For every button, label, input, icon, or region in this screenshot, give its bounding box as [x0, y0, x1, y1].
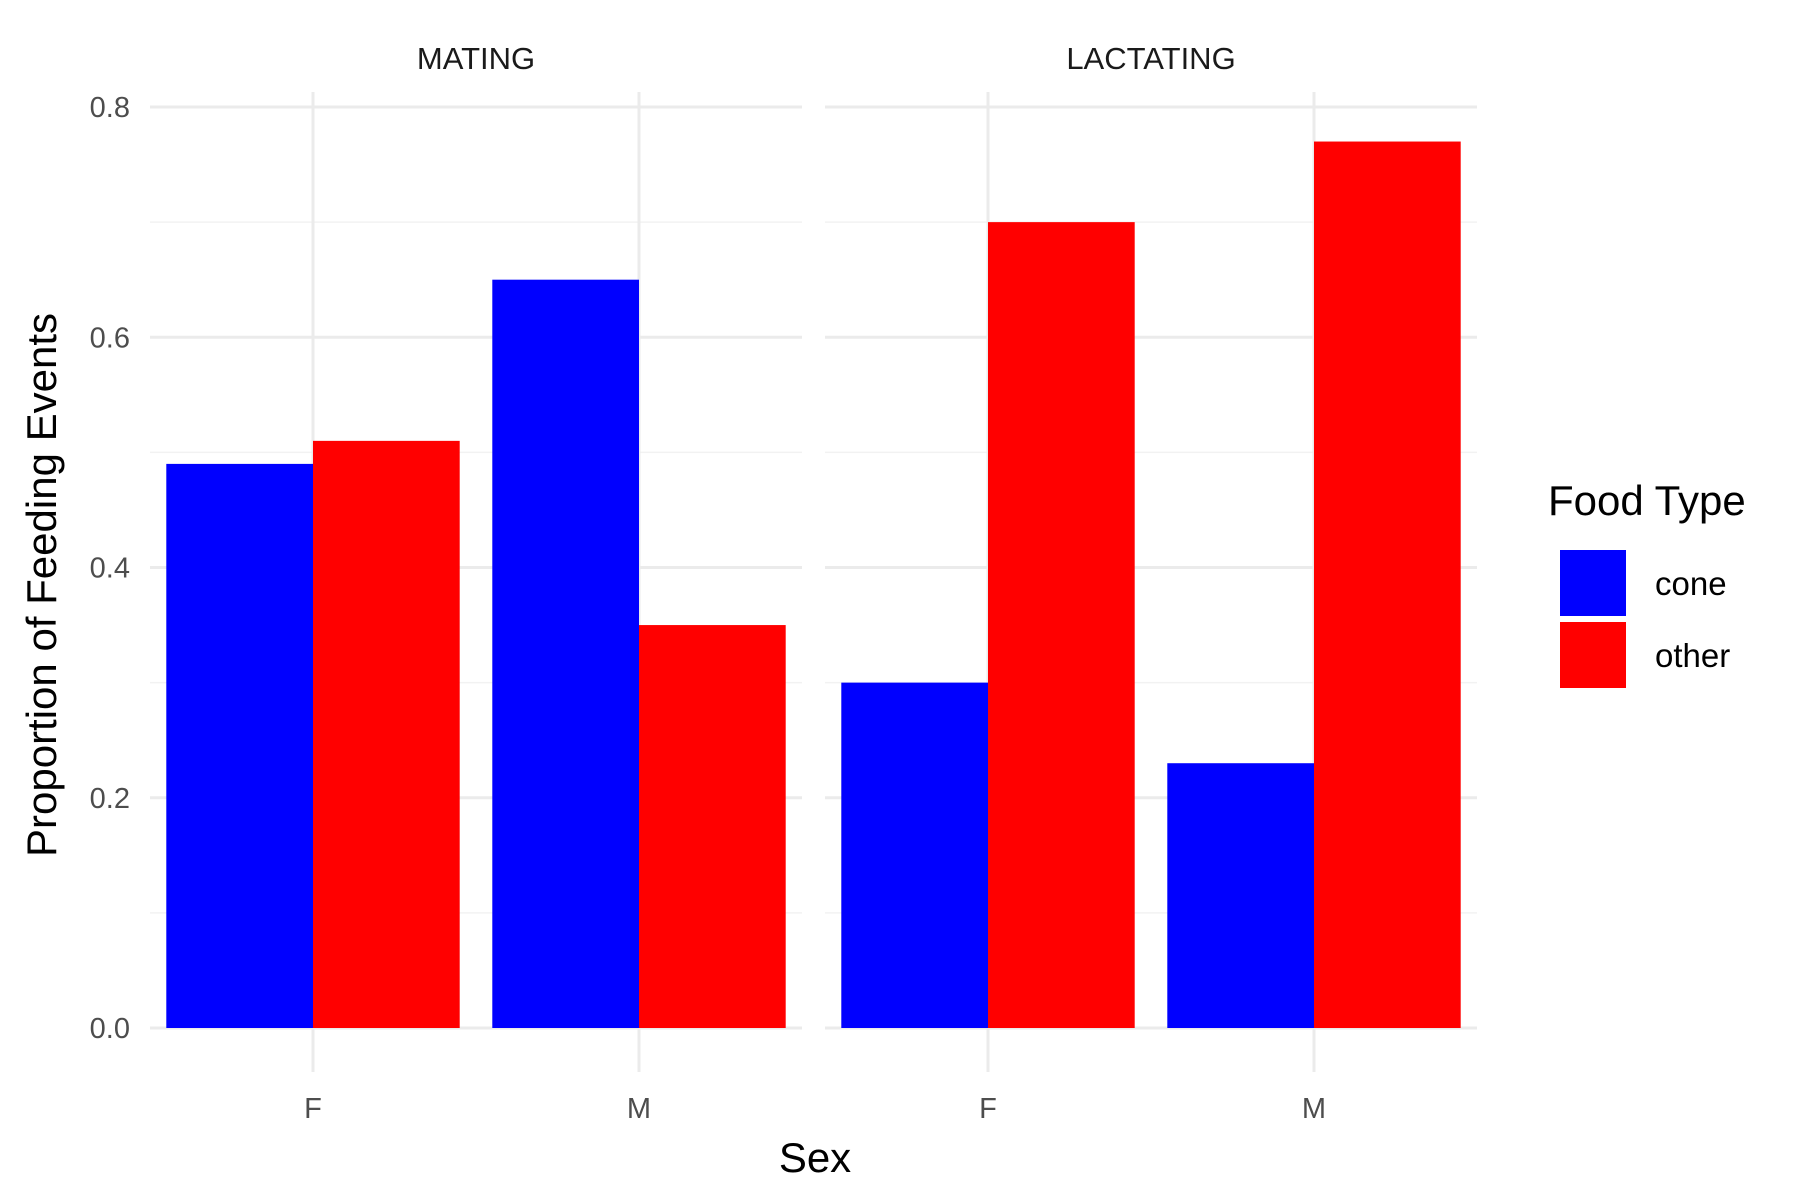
legend: Food Type cone other: [1548, 477, 1746, 688]
x-axis-title: Sex: [779, 1134, 851, 1181]
y-tick-label: 0.0: [90, 1013, 130, 1045]
y-axis-ticks: 0.0 0.2 0.4 0.6 0.8: [90, 92, 130, 1045]
facet-title: LACTATING: [1066, 41, 1235, 76]
y-axis-title: Proportion of Feeding Events: [18, 313, 65, 857]
x-tick-label: F: [304, 1093, 322, 1125]
bar-other: [988, 222, 1135, 1028]
legend-key-cone: [1560, 550, 1626, 616]
bar-other: [313, 440, 460, 1028]
x-tick-label: F: [979, 1093, 997, 1125]
bar-other: [639, 625, 786, 1028]
x-tick-label: M: [1302, 1093, 1326, 1125]
x-tick-label: M: [627, 1093, 651, 1125]
legend-label-cone: cone: [1655, 565, 1727, 602]
legend-label-other: other: [1655, 637, 1730, 674]
bar-cone: [1167, 763, 1314, 1028]
legend-entries: cone other: [1560, 550, 1730, 688]
y-tick-label: 0.6: [90, 322, 130, 354]
bar-cone: [166, 463, 313, 1028]
legend-title: Food Type: [1548, 477, 1746, 524]
facet-panel: F M MATING: [150, 41, 802, 1125]
bar-other: [1314, 141, 1461, 1029]
bar-cone: [492, 279, 639, 1028]
facet-panels: F M MATING F M LACTATING: [150, 41, 1477, 1125]
y-tick-label: 0.4: [90, 553, 130, 585]
bar-cone: [841, 682, 988, 1028]
y-tick-label: 0.8: [90, 92, 130, 124]
facet-title: MATING: [417, 41, 535, 76]
legend-key-other: [1560, 622, 1626, 688]
y-tick-label: 0.2: [90, 783, 130, 815]
facet-panel: F M LACTATING: [825, 41, 1477, 1125]
